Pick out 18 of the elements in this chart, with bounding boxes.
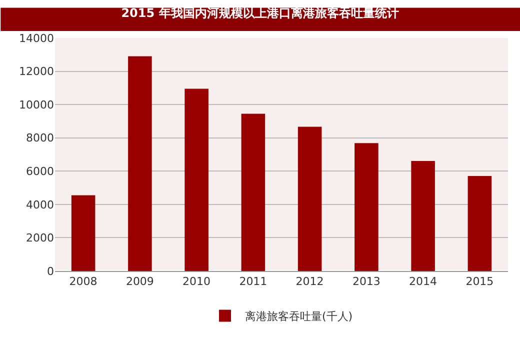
y-tick-label: 14000: [19, 32, 54, 45]
x-tick-label: 2011: [239, 275, 268, 288]
y-tick-label: 10000: [19, 98, 54, 112]
legend-label: 离港旅客吞吐量(千人): [245, 310, 353, 324]
y-tick-label: 6000: [26, 164, 54, 178]
x-tick-label: 2008: [69, 275, 98, 288]
y-tick-label: 0: [47, 264, 54, 278]
x-tick-label: 2009: [126, 275, 154, 288]
x-tick-label: 2013: [352, 275, 380, 288]
y-tick-label: 8000: [26, 132, 54, 145]
x-tick-label: 2012: [296, 275, 324, 288]
x-tick-label: 2010: [182, 275, 211, 288]
x-tick-label: 2014: [409, 275, 438, 288]
y-tick-label: 12000: [19, 65, 54, 78]
x-tick-label: 2015: [466, 275, 494, 288]
y-tick-label: 2000: [26, 232, 54, 245]
y-tick-label: 4000: [26, 198, 54, 212]
chart-title: 2015 年我国内河规模以上港口离港旅客吞吐量统计: [121, 6, 399, 20]
